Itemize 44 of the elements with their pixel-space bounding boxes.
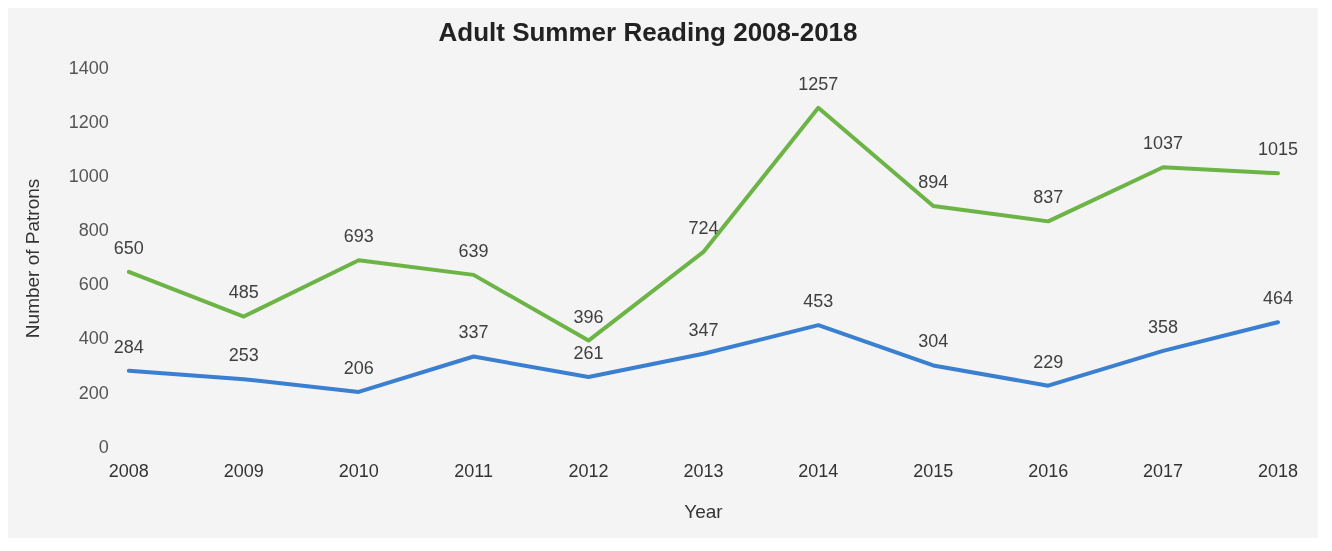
data-label: 337 bbox=[458, 322, 489, 343]
data-label: 639 bbox=[458, 240, 489, 261]
x-tick-label: 2009 bbox=[223, 461, 264, 482]
data-label: 261 bbox=[573, 343, 604, 364]
data-label: 724 bbox=[688, 217, 719, 238]
data-label: 347 bbox=[688, 319, 719, 340]
y-tick-label: 800 bbox=[78, 220, 109, 241]
data-label: 1257 bbox=[798, 73, 839, 94]
y-tick-label: 1400 bbox=[68, 58, 109, 79]
x-tick-label: 2016 bbox=[1028, 461, 1069, 482]
data-label: 1037 bbox=[1143, 133, 1184, 154]
x-tick-label: 2013 bbox=[683, 461, 724, 482]
data-label: 1015 bbox=[1257, 139, 1299, 160]
y-tick-label: 1000 bbox=[68, 166, 109, 187]
data-label: 693 bbox=[343, 226, 374, 247]
data-label: 253 bbox=[228, 345, 259, 366]
data-label: 650 bbox=[113, 237, 144, 258]
data-label: 453 bbox=[803, 291, 834, 312]
data-label: 284 bbox=[113, 336, 144, 357]
data-label: 396 bbox=[573, 306, 604, 327]
x-tick-label: 2018 bbox=[1257, 461, 1299, 482]
x-tick-label: 2012 bbox=[568, 461, 609, 482]
x-tick-label: 2015 bbox=[913, 461, 954, 482]
data-label: 464 bbox=[1262, 288, 1294, 309]
data-label: 229 bbox=[1033, 351, 1064, 372]
y-tick-label: 200 bbox=[78, 382, 109, 403]
y-tick-label: 600 bbox=[78, 274, 109, 295]
data-label: 358 bbox=[1148, 316, 1179, 337]
x-tick-label: 2010 bbox=[338, 461, 379, 482]
data-label: 894 bbox=[918, 171, 949, 192]
chart-title: Adult Summer Reading 2008-2018 bbox=[438, 16, 858, 47]
data-label: 304 bbox=[918, 331, 949, 352]
x-axis-title: Year bbox=[684, 500, 724, 522]
y-tick-label: 400 bbox=[78, 328, 109, 349]
x-tick-label: 2008 bbox=[108, 461, 149, 482]
y-tick-label: 0 bbox=[98, 436, 109, 457]
y-tick-label: 1200 bbox=[68, 112, 109, 133]
data-label: 485 bbox=[228, 282, 259, 303]
x-tick-label: 2017 bbox=[1143, 461, 1184, 482]
x-tick-label: 2014 bbox=[798, 461, 839, 482]
data-label: 206 bbox=[343, 357, 374, 378]
data-label: 837 bbox=[1033, 187, 1064, 208]
x-tick-label: 2011 bbox=[454, 461, 493, 482]
y-axis-title: Number of Patrons bbox=[21, 178, 43, 339]
